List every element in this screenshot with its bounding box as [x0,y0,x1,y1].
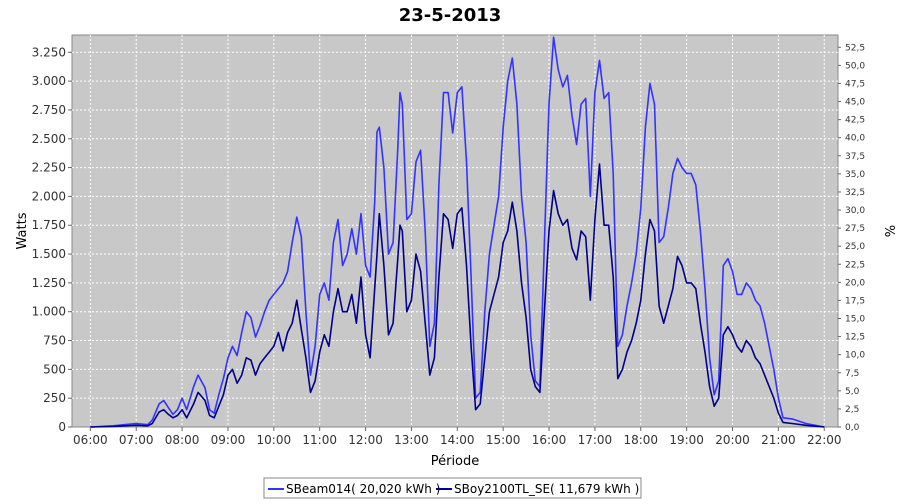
y2-tick-label: 2,5 [845,405,859,415]
y2-tick-label: 45,0 [845,98,865,108]
x-tick-label: 21:00 [761,433,796,447]
y2-tick-label: 50,0 [845,61,865,71]
y2-tick-label: 37,5 [845,152,865,162]
y2-tick-label: 30,0 [845,206,865,216]
x-tick-label: 17:00 [578,433,613,447]
legend-entry-sbeam014: SBeam014( 20,020 kWh ) [286,482,440,496]
x-tick-label: 18:00 [623,433,658,447]
y2-tick-label: 5,0 [845,387,860,397]
y2-tick-label: 10,0 [845,351,865,361]
legend-entry-sboy2100tl: SBoy2100TL_SE( 11,679 kWh ) [454,482,639,496]
y-tick-label: 1.250 [32,276,66,290]
y-tick-label: 250 [43,391,66,405]
y-tick-label: 3.000 [32,74,66,88]
x-tick-label: 14:00 [440,433,475,447]
y2-tick-label: 25,0 [845,242,865,252]
x-tick-label: 10:00 [257,433,292,447]
x-tick-label: 09:00 [211,433,246,447]
y2-tick-label: 17,5 [845,296,865,306]
y2-tick-label: 47,5 [845,79,865,89]
x-tick-label: 16:00 [532,433,567,447]
series-layer [90,36,825,428]
y-axis-label: Watts [15,212,30,249]
y2-tick-label: 42,5 [845,116,865,126]
y2-tick-label: 22,5 [845,260,865,270]
x-tick-label: 19:00 [669,433,704,447]
y-tick-label: 2.500 [32,132,66,146]
y-tick-label: 2.750 [32,103,66,117]
x-tick-label: 08:00 [165,433,200,447]
chart-title: 23-5-2013 [399,5,502,26]
y2-tick-label: 0,0 [845,423,860,433]
x-tick-label: 15:00 [486,433,521,447]
x-tick-label: 12:00 [348,433,383,447]
y-tick-label: 2.250 [32,161,66,175]
x-tick-label: 20:00 [715,433,750,447]
y2-tick-label: 7,5 [845,369,859,379]
y2-tick-label: 27,5 [845,224,865,234]
y-tick-label: 1.000 [32,305,66,319]
y-tick-label: 2.000 [32,189,66,203]
y2-tick-label: 12,5 [845,333,865,343]
x-tick-label: 07:00 [119,433,154,447]
x-tick-label: 06:00 [73,433,108,447]
y2-tick-label: 35,0 [845,170,865,180]
y-tick-label: 500 [43,362,66,376]
x-axis-label: Période [431,454,480,469]
y2-tick-label: 15,0 [845,315,865,325]
legend: SBeam014( 20,020 kWh ) SBoy2100TL_SE( 11… [263,477,642,499]
x-tick-label: 13:00 [394,433,429,447]
series-line-1 [90,163,825,428]
y-tick-label: 750 [43,334,66,348]
y2-tick-label: 52,5 [845,43,865,53]
legend-box [263,477,642,499]
axes: 0 250 500 750 1.000 1.250 1.500 1.750 2.000 2.250… [32,43,866,447]
y-tick-label: 0 [58,420,66,434]
y-tick-label: 1.500 [32,247,66,261]
series-line-0 [90,36,825,428]
y2-tick-label: 40,0 [845,134,865,144]
y2-axis-label: % [881,225,896,237]
x-tick-label: 11:00 [302,433,337,447]
y-tick-label: 3.250 [32,45,66,59]
y-tick-label: 1.750 [32,218,66,232]
y2-tick-label: 20,0 [845,278,865,288]
y2-tick-label: 32,5 [845,188,865,198]
x-tick-label: 22:00 [807,433,842,447]
